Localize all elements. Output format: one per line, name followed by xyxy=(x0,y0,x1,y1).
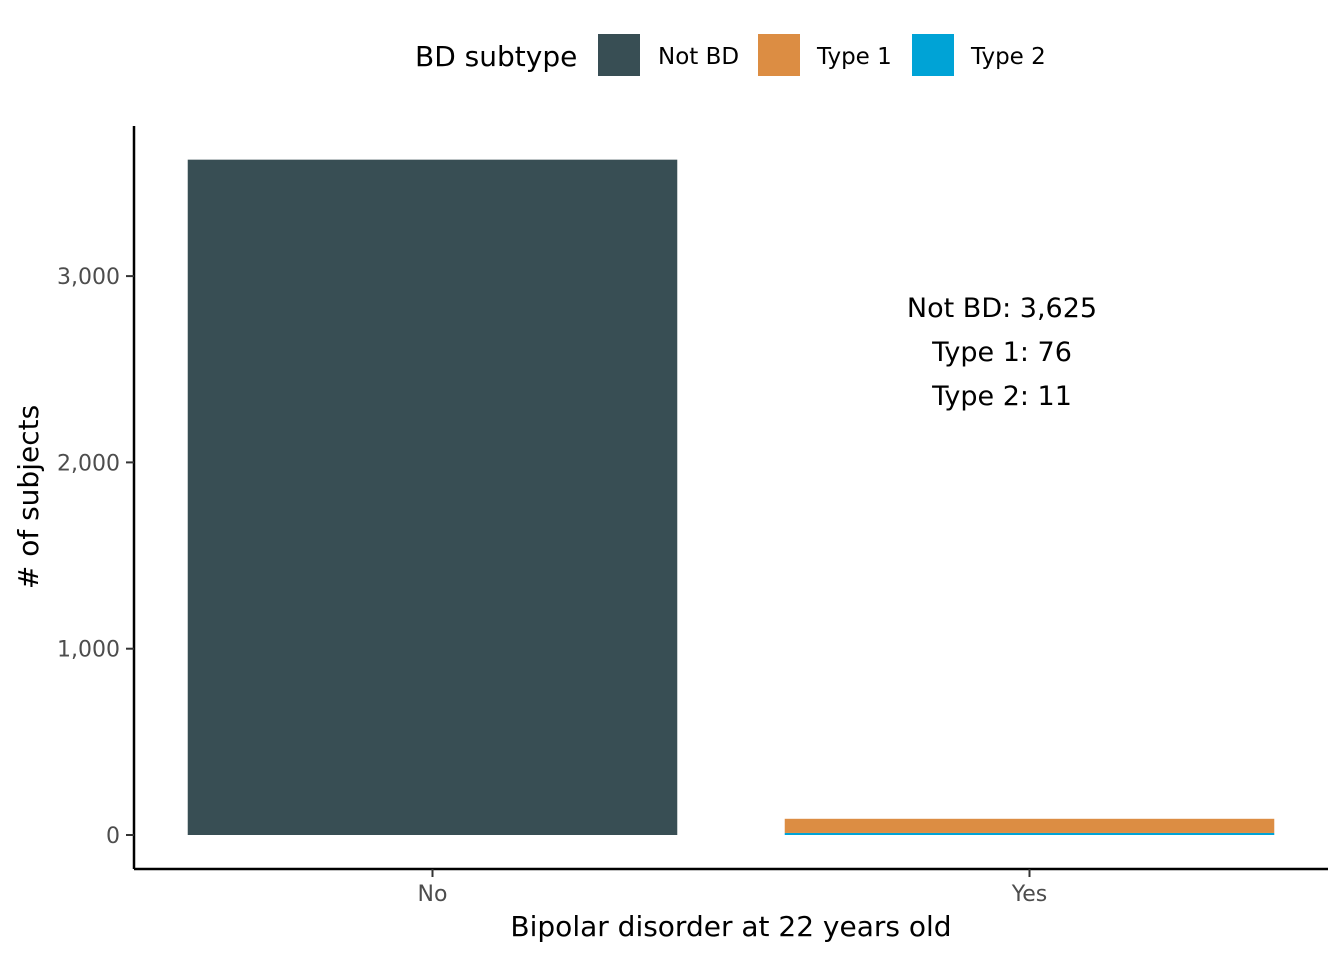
legend-swatch-type-2 xyxy=(912,34,954,76)
annotation-line-type-1: Type 1: 76 xyxy=(931,337,1072,368)
x-tick-label-no: No xyxy=(418,882,448,907)
x-ticks-group: No Yes xyxy=(418,869,1048,907)
x-axis-title: Bipolar disorder at 22 years old xyxy=(510,910,951,943)
bar-no-not-bd xyxy=(187,159,678,836)
legend-label-not-bd: Not BD xyxy=(658,44,739,70)
annotation-group: Not BD: 3,625 Type 1: 76 Type 2: 11 xyxy=(907,293,1097,412)
legend-swatch-not-bd xyxy=(598,34,640,76)
y-tick-label-0: 0 xyxy=(106,824,120,849)
y-tick-label-2000: 2,000 xyxy=(57,451,120,476)
y-ticks-group: 0 1,000 2,000 3,000 xyxy=(57,265,134,849)
legend-label-type-1: Type 1 xyxy=(816,44,892,70)
y-axis-title: # of subjects xyxy=(12,405,45,589)
legend: BD subtype Not BD Type 1 Type 2 xyxy=(415,34,1046,76)
bar-yes-type-1 xyxy=(784,818,1275,833)
legend-label-type-2: Type 2 xyxy=(970,44,1046,70)
annotation-line-not-bd: Not BD: 3,625 xyxy=(907,293,1097,324)
x-tick-label-yes: Yes xyxy=(1011,882,1048,907)
bar-yes-type-2 xyxy=(784,832,1275,835)
y-tick-label-1000: 1,000 xyxy=(57,638,120,663)
legend-swatch-type-1 xyxy=(758,34,800,76)
legend-title: BD subtype xyxy=(415,40,577,73)
bars-group xyxy=(187,159,1275,836)
annotation-line-type-2: Type 2: 11 xyxy=(931,381,1072,412)
y-tick-label-3000: 3,000 xyxy=(57,265,120,290)
